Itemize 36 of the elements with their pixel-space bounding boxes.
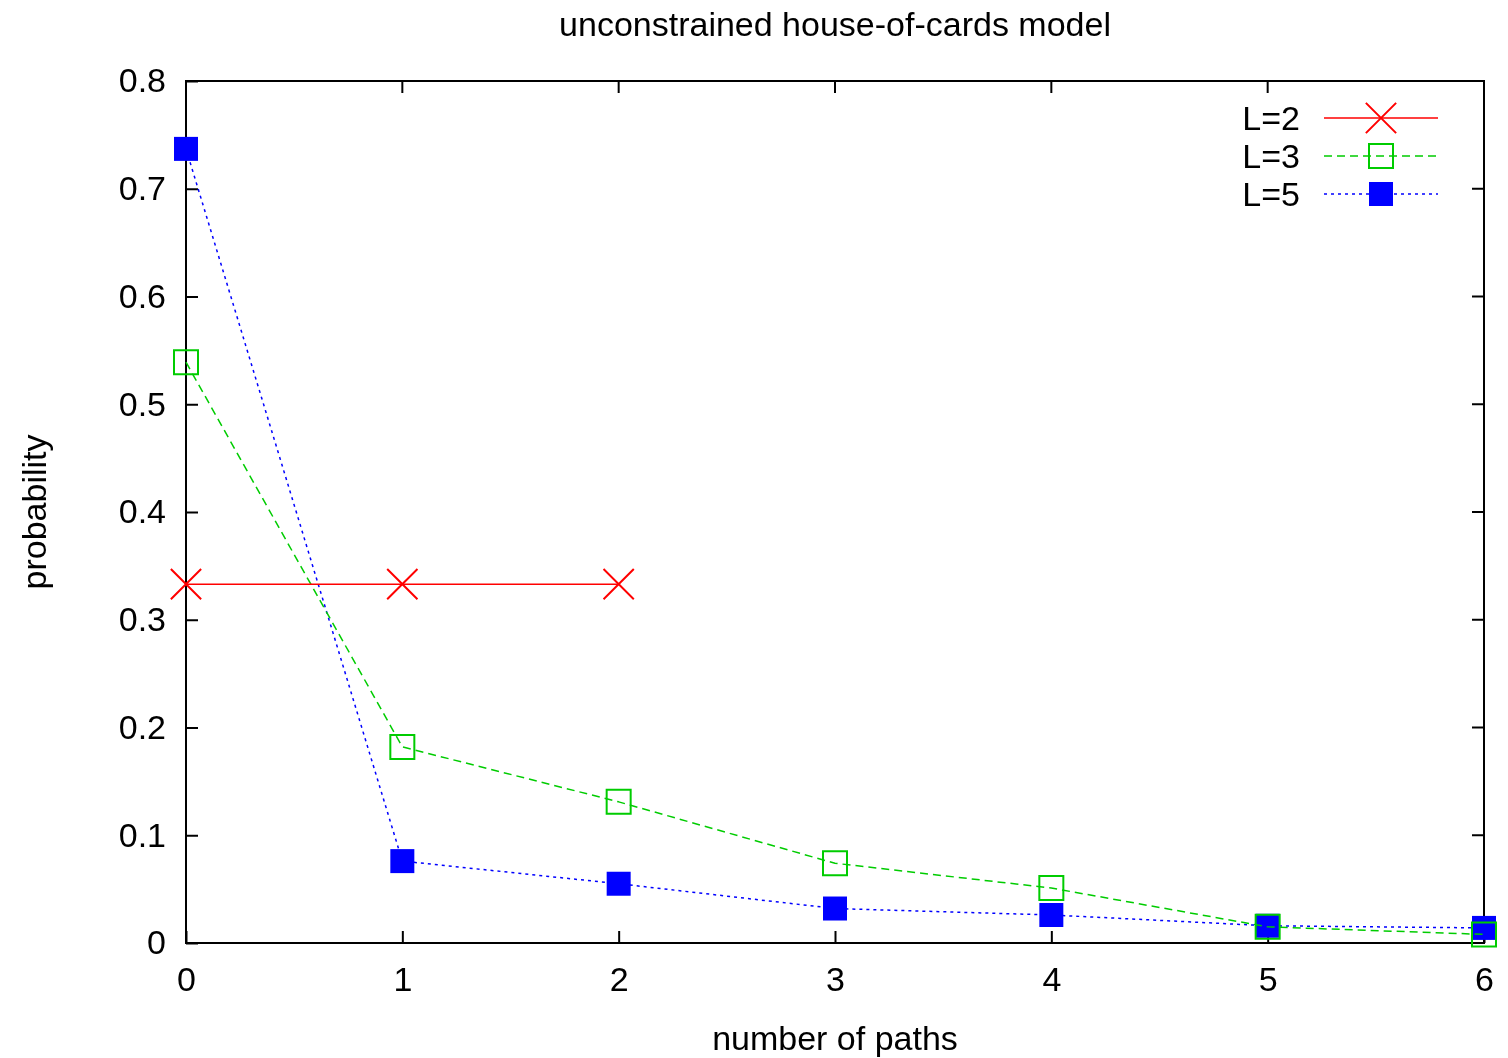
point	[389, 733, 416, 760]
point	[386, 568, 419, 601]
x-tick-label: 3	[826, 960, 845, 999]
x-tick-label: 6	[1475, 960, 1494, 999]
y-tick-label: 0.1	[118, 815, 166, 854]
y-tick-label: 0.8	[118, 61, 166, 100]
legend-label: L=3	[1242, 137, 1300, 175]
x-tick-label: 1	[393, 960, 413, 999]
y-tick-label: 0.4	[118, 492, 166, 531]
y-tick-label: 0.3	[118, 600, 166, 639]
point	[606, 871, 631, 896]
point	[823, 896, 847, 921]
y-axis-title: probability	[15, 434, 53, 590]
legend-label: L=5	[1242, 175, 1300, 213]
y-tick-label: 0.5	[118, 384, 166, 423]
x-tick-label: 4	[1042, 960, 1062, 999]
point	[1038, 875, 1065, 902]
x-tick-label: 2	[609, 960, 629, 999]
point	[174, 136, 198, 161]
point	[605, 788, 632, 815]
x-tick-label: 5	[1258, 960, 1278, 999]
y-tick-label: 0.2	[118, 707, 166, 746]
point	[822, 850, 848, 877]
x-axis-title: number of paths	[712, 1019, 958, 1057]
y-tick-label: 0.7	[118, 169, 166, 208]
point	[390, 849, 415, 874]
y-tick-label: 0	[147, 923, 166, 962]
point	[169, 568, 203, 601]
chart-title: unconstrained house-of-cards model	[559, 5, 1111, 43]
point	[1039, 902, 1064, 927]
point	[602, 568, 635, 601]
legend-label: L=2	[1242, 99, 1300, 137]
point	[1471, 921, 1497, 948]
y-tick-label: 0.6	[118, 276, 166, 315]
x-tick-label: 0	[177, 960, 196, 999]
point	[173, 349, 199, 376]
